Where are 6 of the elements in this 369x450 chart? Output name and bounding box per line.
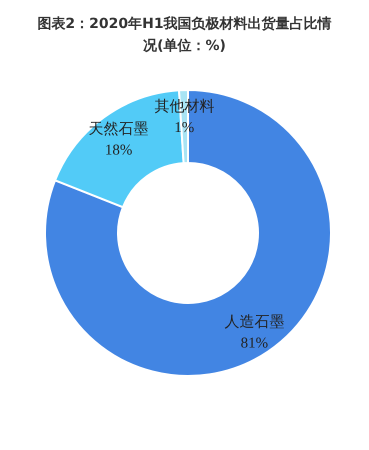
slice-label: 天然石墨 (88, 120, 149, 138)
data-label: 81% (240, 336, 268, 352)
slice-label: 人造石墨 (224, 314, 284, 331)
chart-title: 图表2：2020年H1我国负极材料出货量占比情况(单位：%) (37, 16, 332, 54)
donut-slice (44, 89, 332, 377)
data-label: 18% (104, 142, 132, 159)
